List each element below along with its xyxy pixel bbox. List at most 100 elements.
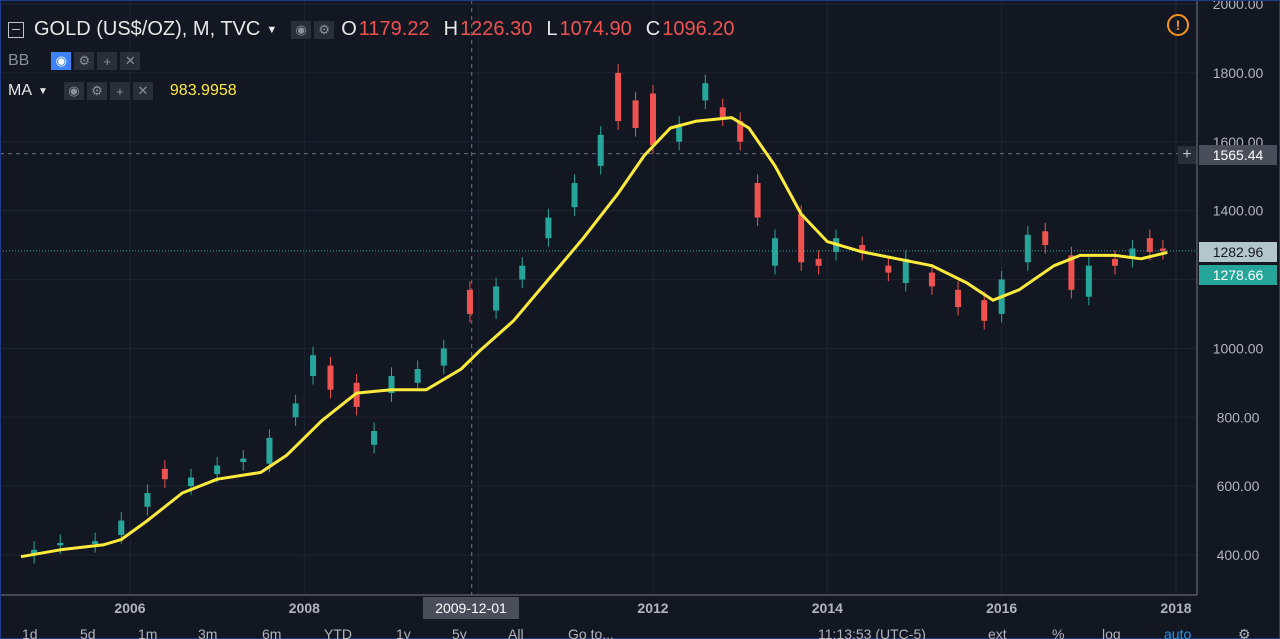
crosshair-date-text: 2009-12-01 [435,600,507,616]
gear-icon[interactable]: ⚙ [74,52,95,70]
symbol-title[interactable]: GOLD (US$/OZ), M, TVC [34,18,261,40]
candle-body [719,107,726,118]
candle-body [615,72,622,122]
y-tick-label: 1000.00 [1213,340,1264,356]
chevron-down-icon[interactable]: ▼ [266,23,278,36]
candle-body [440,348,447,366]
candle-body [571,183,578,208]
candle-body [466,289,473,314]
candle-body [57,542,64,546]
range-button[interactable]: 1d [22,626,38,639]
plus-icon[interactable]: + [1178,146,1196,164]
eye-icon[interactable]: ◉ [63,82,84,100]
last-price-text: 1282.96 [1213,244,1264,260]
eye-icon[interactable]: ◉ [51,52,72,70]
last-price-label: 1282.96 [1199,242,1277,262]
x-tick-label: 2008 [289,600,320,616]
ohlc-label: C [645,18,661,40]
time-axis-ticks: 2006200820102012201420162018 [114,600,1191,616]
candle-body [772,238,779,266]
range-button[interactable]: 3m [198,626,218,639]
ohlc-value: 1226.30 [460,18,533,40]
candle-body [388,375,395,394]
candle-body [1146,238,1153,252]
ohlc-value: 1096.20 [662,18,735,40]
ohlc-value: 1179.22 [358,18,430,40]
candle-body [188,477,195,487]
chart-legend: GOLD (US$/OZ), M, TVC ▼ ◉ ⚙ O 1179.22 H 122… [0,0,900,110]
candle-body [371,431,378,445]
x-tick-label: 2012 [637,600,668,616]
ma-price-text: 1278.66 [1213,267,1264,283]
ohlc-label: O [341,18,357,40]
range-button[interactable]: All [508,626,524,639]
candle-body [815,258,822,266]
x-tick-label: 2006 [114,600,145,616]
auto-toggle[interactable]: auto [1164,626,1192,639]
range-button[interactable]: 1m [138,626,158,639]
close-icon[interactable]: ✕ [120,52,141,70]
candle-body [327,365,334,390]
candle-body [31,549,38,555]
candle-body [928,272,935,287]
plus-icon[interactable]: + [109,82,130,100]
candle-body [310,355,317,376]
chevron-down-icon[interactable]: ▼ [38,85,48,97]
log-toggle[interactable]: log [1102,626,1121,639]
collapse-icon[interactable] [8,21,24,38]
y-tick-label: 800.00 [1217,409,1260,425]
candle-body [754,183,761,218]
candle-body [414,369,421,383]
candle-body [597,134,604,166]
ma-line [20,116,1168,559]
candle-body [632,100,639,128]
candle-body [1129,248,1136,259]
plus-icon[interactable]: + [97,52,118,70]
range-button[interactable]: 5y [452,626,467,639]
alert-icon[interactable]: ! [1167,14,1189,36]
candle-body [161,468,168,480]
clock-time: 11:13:53 (UTC-5) [818,626,926,639]
gear-icon[interactable]: ⚙ [1238,626,1251,639]
candle-body [1068,255,1075,290]
candle-body [493,286,500,311]
range-button[interactable]: 1y [396,626,411,639]
goto-button[interactable]: Go to... [568,626,614,639]
candle-body [902,258,909,283]
close-icon[interactable]: ✕ [132,82,153,100]
crosshair-price-label: 1565.44 [1199,145,1277,165]
ma-price-label: 1278.66 [1199,265,1277,285]
percent-toggle[interactable]: % [1052,626,1065,639]
ext-toggle[interactable]: ext [988,626,1007,639]
candle-body [519,265,526,280]
candle-body [92,541,99,544]
y-tick-label: 400.00 [1217,547,1260,563]
candle-body [1111,258,1118,266]
ohlc-values: O 1179.22 H 1226.30 L 1074.90 C 1096.20 [341,18,734,41]
candle-body [737,121,744,142]
y-tick-label: 1400.00 [1213,203,1264,219]
gear-icon[interactable]: ⚙ [314,20,335,39]
ohlc-label: H [443,18,459,40]
gear-icon[interactable]: ⚙ [86,82,107,100]
candle-body [144,493,151,507]
candle-body [545,217,552,239]
y-tick-label: 1800.00 [1213,65,1264,81]
y-tick-label: 600.00 [1217,478,1260,494]
candle-body [1042,231,1049,246]
x-tick-label: 2014 [812,600,843,616]
crosshair-price-text: 1565.44 [1213,147,1264,163]
x-tick-label: 2016 [986,600,1017,616]
candle-body [702,83,709,101]
range-button[interactable]: 6m [262,626,282,639]
candle-body [1085,265,1092,297]
range-button[interactable]: YTD [324,626,352,639]
candle-body [859,245,866,252]
indicator-ma-label[interactable]: MA [8,82,32,99]
candle-body [292,403,299,418]
eye-icon[interactable]: ◉ [291,20,312,39]
range-button[interactable]: 5d [80,626,96,639]
indicator-bb-label[interactable]: BB [8,52,30,69]
candle-body [955,289,962,308]
